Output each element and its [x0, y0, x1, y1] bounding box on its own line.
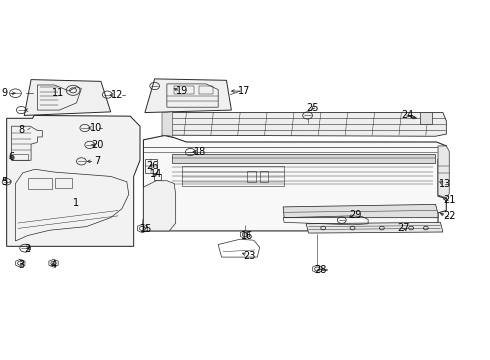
Text: 16: 16 [242, 231, 254, 240]
Polygon shape [145, 79, 231, 113]
Text: 23: 23 [243, 251, 255, 261]
Polygon shape [162, 113, 446, 136]
Polygon shape [420, 112, 432, 125]
Text: 13: 13 [439, 179, 451, 189]
Polygon shape [162, 112, 173, 136]
Polygon shape [306, 222, 443, 233]
Text: 5: 5 [1, 177, 8, 187]
Text: 3: 3 [18, 260, 24, 270]
Polygon shape [24, 80, 111, 116]
Text: 19: 19 [176, 86, 189, 96]
Text: 9: 9 [1, 88, 8, 98]
Text: 11: 11 [52, 88, 65, 98]
Text: 26: 26 [146, 161, 158, 171]
Text: 7: 7 [95, 156, 100, 166]
Text: 14: 14 [150, 168, 162, 179]
Text: 8: 8 [18, 125, 24, 135]
Polygon shape [283, 204, 438, 218]
Text: 29: 29 [349, 210, 361, 220]
Text: 25: 25 [306, 103, 318, 113]
Text: 21: 21 [443, 195, 455, 205]
Text: 27: 27 [397, 224, 410, 233]
Text: 12: 12 [111, 90, 123, 100]
Text: 17: 17 [238, 86, 250, 96]
Text: 2: 2 [24, 244, 31, 254]
Text: 15: 15 [140, 225, 152, 234]
Text: 10: 10 [90, 123, 102, 133]
Text: 28: 28 [315, 265, 327, 275]
Text: 6: 6 [8, 152, 15, 162]
Polygon shape [144, 181, 176, 231]
Polygon shape [438, 146, 449, 198]
Text: 20: 20 [91, 140, 104, 150]
Text: 4: 4 [50, 260, 57, 270]
Polygon shape [172, 154, 435, 163]
Polygon shape [144, 135, 446, 231]
Text: 1: 1 [74, 198, 79, 208]
Polygon shape [7, 116, 140, 246]
Text: 24: 24 [401, 111, 414, 121]
Text: 18: 18 [194, 147, 206, 157]
Text: 22: 22 [443, 211, 456, 221]
